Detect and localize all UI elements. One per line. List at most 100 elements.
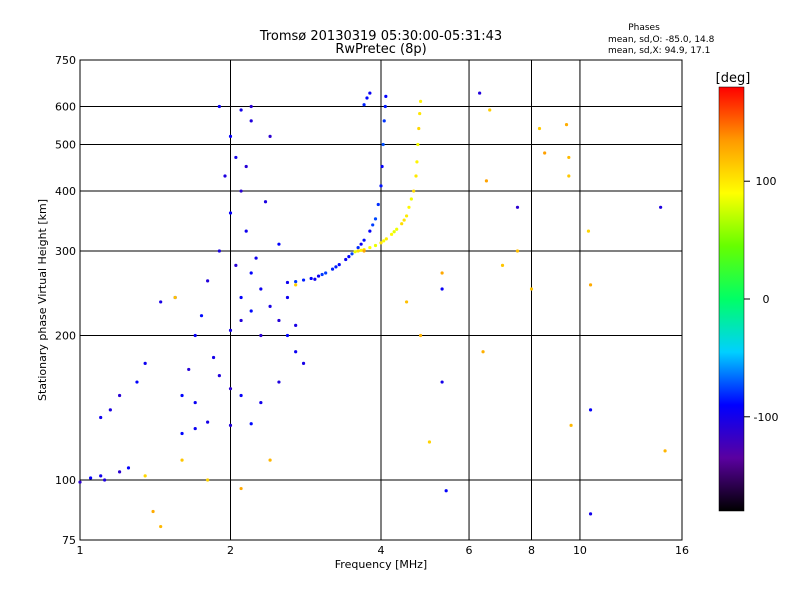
x-axis-ticks: 1 2 4 6 8 10 16 (77, 544, 690, 557)
data-point (259, 333, 263, 338)
data-point (353, 250, 357, 254)
data-point (659, 205, 663, 209)
data-point (239, 189, 243, 193)
data-point (384, 237, 388, 241)
data-point (239, 295, 243, 300)
data-point (356, 249, 360, 253)
colorbar-tick-label: 0 (763, 293, 770, 306)
phases-o-stats: mean, sd,O: -85.0, 14.8 (608, 35, 715, 45)
data-point (228, 134, 233, 138)
data-point (368, 245, 372, 250)
y-tick-label: 750 (55, 54, 76, 67)
data-point (537, 126, 542, 131)
data-point (371, 223, 375, 227)
data-point (268, 134, 272, 138)
data-point (254, 256, 258, 260)
x-tick-label: 1 (77, 544, 84, 557)
data-point (488, 108, 492, 112)
data-point (285, 333, 290, 338)
data-point (244, 164, 248, 169)
data-point (384, 94, 388, 98)
data-point (415, 160, 419, 164)
data-point (193, 333, 197, 338)
y-tick-label: 300 (55, 245, 76, 258)
data-point (180, 458, 184, 462)
data-point (418, 111, 422, 116)
data-point (259, 400, 263, 405)
y-tick-label: 100 (55, 474, 76, 487)
data-point (347, 255, 351, 259)
data-point (199, 314, 204, 318)
data-point (313, 277, 317, 281)
data-point (228, 211, 233, 215)
data-point (301, 361, 306, 365)
data-point (193, 426, 197, 431)
data-point (404, 300, 409, 304)
data-point (543, 151, 547, 155)
data-point (380, 164, 384, 169)
data-point (368, 229, 372, 233)
colorbar-tick-label: 100 (756, 175, 777, 188)
data-point (294, 323, 298, 327)
data-point (359, 248, 363, 252)
data-point (285, 280, 290, 285)
data-point (217, 374, 221, 378)
data-point (389, 232, 394, 236)
data-point (427, 440, 432, 444)
data-point (515, 249, 520, 253)
data-point (529, 287, 534, 291)
data-point (244, 229, 248, 233)
data-point (108, 408, 112, 412)
data-point (234, 155, 238, 160)
data-point (206, 279, 210, 283)
data-point (249, 422, 253, 426)
data-point (395, 227, 399, 231)
data-point (373, 243, 378, 248)
data-point (239, 393, 243, 398)
data-point (418, 99, 423, 103)
data-point (143, 474, 147, 478)
data-point (368, 91, 372, 95)
data-point (379, 241, 383, 245)
data-point (193, 400, 197, 405)
data-point (564, 123, 569, 127)
data-point (382, 239, 386, 243)
data-point (376, 202, 380, 207)
data-point (234, 263, 238, 267)
data-point (588, 408, 593, 412)
data-point (588, 512, 593, 516)
x-tick-label: 4 (378, 544, 385, 557)
data-point (277, 242, 281, 246)
data-point (259, 287, 263, 291)
y-tick-label: 600 (55, 101, 76, 114)
data-point (239, 108, 243, 112)
data-point (362, 249, 366, 253)
data-point (404, 214, 409, 218)
data-point (309, 276, 313, 281)
data-point (173, 295, 177, 300)
phases-x-stats: mean, sd,X: 94.9, 17.1 (608, 46, 710, 56)
chart-title: Tromsø 20130319 05:30:00-05:31:43 (259, 29, 502, 44)
data-point (159, 524, 163, 529)
data-point (126, 466, 131, 470)
data-point (239, 486, 243, 491)
data-point (567, 174, 571, 178)
data-point (344, 257, 348, 262)
data-point (217, 104, 221, 109)
x-axis-label: Frequency [MHz] (335, 558, 427, 571)
data-point (249, 104, 253, 109)
data-point (569, 423, 573, 427)
y-tick-label: 500 (55, 139, 76, 152)
data-point (268, 458, 272, 462)
data-point (567, 155, 571, 160)
data-point (277, 380, 281, 384)
y-axis-label: Stationary phase Virtual Height [km] (36, 199, 49, 401)
data-point (382, 119, 386, 123)
data-point (350, 252, 354, 256)
y-tick-label: 75 (62, 534, 76, 547)
data-point (294, 283, 298, 287)
data-point (99, 474, 103, 478)
data-point (409, 197, 413, 201)
data-point (249, 119, 253, 123)
data-point (78, 480, 82, 484)
